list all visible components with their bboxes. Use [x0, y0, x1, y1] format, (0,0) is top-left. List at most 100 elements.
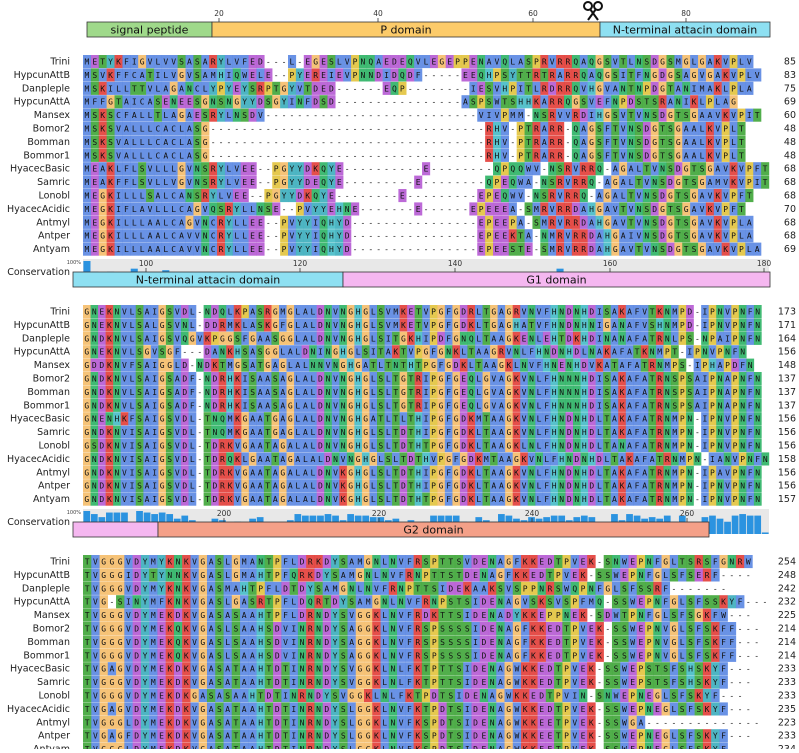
residue-letter: Q	[234, 71, 239, 80]
residue-letter: E	[92, 192, 97, 201]
residue-letter: R	[550, 151, 555, 160]
residue-letter: -	[439, 218, 444, 227]
residue-letter: -	[361, 232, 366, 241]
residue-letter: P	[731, 192, 736, 201]
residue-letter: V	[175, 442, 180, 451]
residue-letter: G	[692, 192, 697, 201]
residue-letter: L	[378, 361, 383, 370]
residue-letter: S	[613, 111, 618, 120]
residue-letter: P	[733, 415, 738, 424]
residue-letter: G	[243, 495, 248, 504]
residue-letter: -	[471, 218, 476, 227]
residue-letter: G	[676, 245, 681, 254]
residue-letter: -	[321, 111, 326, 120]
residue-letter: P	[495, 71, 500, 80]
residue-letter: -	[242, 151, 247, 160]
residue-letter: L	[155, 178, 160, 187]
residue-letter: N	[644, 192, 649, 201]
residue-letter: S	[668, 125, 673, 134]
residue-letter: A	[581, 138, 586, 147]
residue-letter: D	[589, 334, 594, 343]
residue-letter: A	[203, 58, 208, 67]
residue-letter: -	[439, 111, 444, 120]
residue-letter: G	[676, 125, 681, 134]
residue-letter: P	[747, 165, 752, 174]
residue-letter: V	[148, 205, 153, 214]
residue-letter: -	[329, 138, 334, 147]
residue-letter: G	[280, 468, 285, 477]
residue-letter: -	[197, 442, 202, 451]
residue-letter: -	[408, 165, 413, 174]
residue-letter: -	[408, 178, 413, 187]
residue-letter: M	[85, 178, 90, 187]
residue-letter: K	[715, 58, 720, 67]
residue-letter: E	[479, 84, 484, 93]
sequence-name: HypcunAttA	[14, 97, 71, 108]
residue-letter: D	[660, 218, 665, 227]
residue-letter: R	[226, 205, 231, 214]
residue-letter: -	[463, 165, 468, 174]
residue-letter: -	[479, 151, 484, 160]
residue-letter: A	[187, 111, 192, 120]
residue-letter: L	[371, 321, 376, 330]
residue-letter: K	[107, 495, 112, 504]
residue-letter: Q	[469, 375, 474, 384]
residue-letter: F	[755, 165, 760, 174]
residue-letter: K	[108, 205, 113, 214]
residue-letter: E	[321, 84, 326, 93]
residue-letter: T	[676, 218, 681, 227]
residue-letter: N	[589, 321, 594, 330]
residue-letter: F	[280, 321, 285, 330]
residue-letter: T	[401, 455, 406, 464]
residue-letter: I	[152, 495, 157, 504]
residue-letter: K	[107, 482, 112, 491]
residue-letter: N	[92, 468, 97, 477]
residue-letter: K	[108, 178, 113, 187]
residue-letter: A	[613, 218, 618, 227]
residue-letter: V	[629, 245, 634, 254]
residue-letter: -	[392, 138, 397, 147]
residue-letter: -	[266, 138, 271, 147]
residue-letter: N	[341, 388, 346, 397]
residue-letter: G	[313, 58, 318, 67]
residue-letter: -	[282, 58, 287, 67]
residue-letter: D	[182, 361, 187, 370]
residue-letter: N	[636, 205, 641, 214]
residue-letter: L	[371, 388, 376, 397]
residue-letter: G	[100, 192, 105, 201]
residue-letter: L	[371, 442, 376, 451]
residue-letter: N	[220, 348, 225, 357]
residue-letter: L	[163, 205, 168, 214]
residue-letter: N	[636, 84, 641, 93]
residue-letter: G	[160, 442, 165, 451]
residue-letter: D	[318, 468, 323, 477]
residue-letter: M	[518, 111, 523, 120]
residue-letter: V	[333, 442, 338, 451]
residue-letter: P	[740, 455, 745, 464]
residue-letter: R	[550, 125, 555, 134]
residue-letter: G	[220, 334, 225, 343]
residue-letter: D	[305, 178, 310, 187]
residue-letter: F	[242, 58, 247, 67]
residue-letter: -	[313, 138, 318, 147]
residue-letter: N	[187, 192, 192, 201]
residue-letter: G	[589, 125, 594, 134]
residue-letter: T	[424, 442, 429, 451]
residue-letter: K	[122, 415, 127, 424]
residue-letter: L	[148, 151, 153, 160]
residue-letter: G	[499, 361, 504, 370]
residue-letter: P	[733, 468, 738, 477]
residue-letter: K	[107, 468, 112, 477]
residue-letter: G	[288, 321, 293, 330]
residue-letter: T	[140, 84, 145, 93]
sequence-end-position: 156	[778, 347, 796, 358]
residue-letter: H	[416, 468, 421, 477]
residue-letter: A	[499, 334, 504, 343]
residue-letter: -	[408, 84, 413, 93]
residue-letter: N	[341, 401, 346, 410]
residue-letter: P	[502, 165, 507, 174]
residue-letter: N	[92, 495, 97, 504]
residue-letter: N	[613, 98, 618, 107]
residue-letter: D	[582, 361, 587, 370]
